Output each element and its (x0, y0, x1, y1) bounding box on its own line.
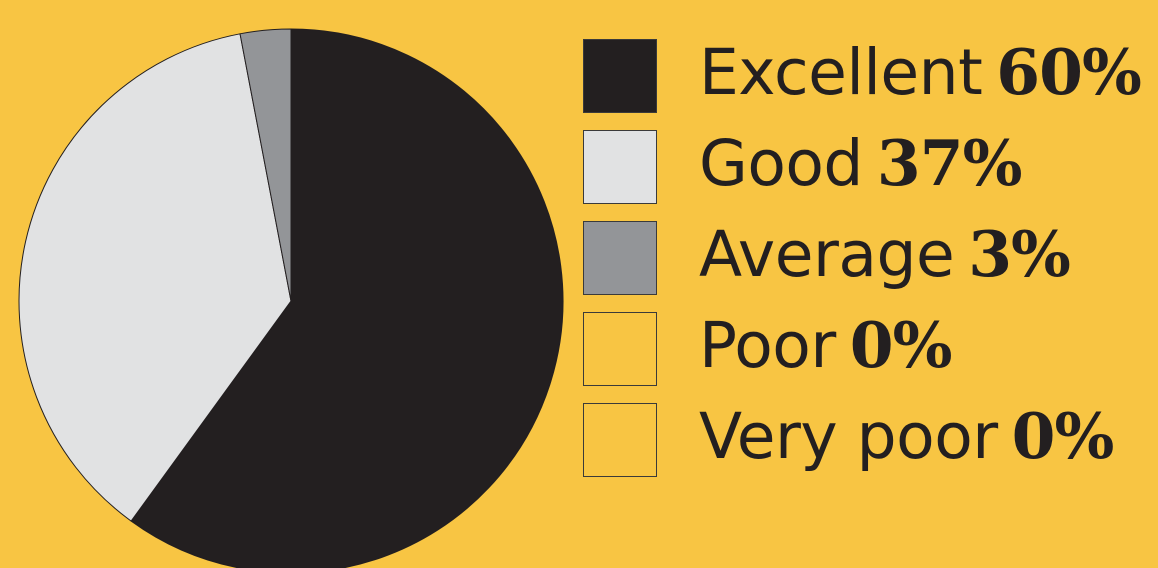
legend-item-poor: Poor 0% (583, 297, 1158, 388)
legend-swatch-excellent (583, 39, 657, 113)
legend-swatch-poor (583, 312, 657, 386)
legend-swatch-good (583, 130, 657, 204)
legend-label-average: Average (699, 218, 955, 291)
pie-slices (18, 28, 564, 568)
legend-value-good: 37% (876, 126, 1023, 200)
legend-label-very-poor: Very poor (699, 400, 998, 473)
legend: Excellent 60% Good 37% Average 3% Poor 0% Ve… (583, 24, 1158, 479)
legend-value-very-poor: 0% (1011, 399, 1115, 473)
legend-text-good: Good 37% (699, 123, 1023, 204)
legend-item-very-poor: Very poor 0% (583, 388, 1158, 479)
legend-value-average: 3% (968, 217, 1071, 291)
legend-value-excellent: 60% (996, 35, 1142, 109)
legend-text-very-poor: Very poor 0% (699, 396, 1115, 477)
legend-item-good: Good 37% (583, 115, 1158, 206)
pie-slice-average (239, 28, 292, 302)
legend-text-excellent: Excellent 60% (699, 32, 1142, 113)
legend-label-poor: Poor (699, 309, 836, 382)
legend-swatch-average (583, 221, 657, 295)
pie-slice-good (18, 33, 292, 522)
legend-text-average: Average 3% (699, 214, 1071, 295)
pie-slice-excellent (130, 28, 564, 568)
legend-label-good: Good (699, 127, 863, 200)
legend-label-excellent: Excellent (699, 36, 983, 109)
legend-item-average: Average 3% (583, 206, 1158, 297)
legend-value-poor: 0% (849, 308, 953, 382)
legend-text-poor: Poor 0% (699, 305, 953, 386)
legend-item-excellent: Excellent 60% (583, 24, 1158, 115)
legend-swatch-very-poor (583, 403, 657, 477)
